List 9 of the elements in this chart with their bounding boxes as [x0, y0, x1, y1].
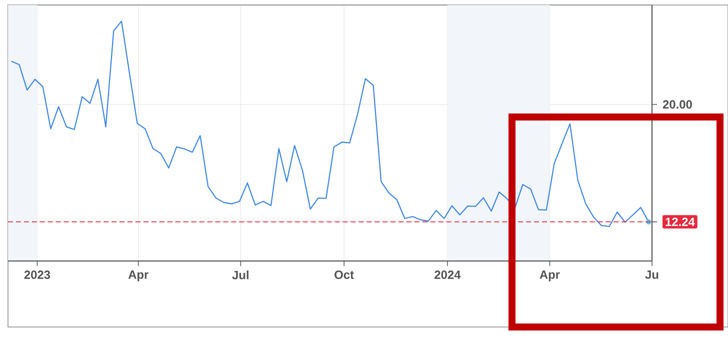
x-tick-label: 2024: [434, 270, 461, 279]
x-tick-label: Apr: [540, 270, 560, 282]
x-tick-label: Ju: [645, 270, 658, 279]
x-tick-label: Apr: [128, 270, 148, 282]
x-tick-label: Jul: [232, 270, 248, 280]
y-tick-label: 20.00: [662, 100, 692, 109]
y-tick-label: 12.24: [666, 218, 695, 226]
x-tick-label: 2023: [24, 270, 50, 279]
x-tick-label: Oct: [334, 270, 354, 279]
